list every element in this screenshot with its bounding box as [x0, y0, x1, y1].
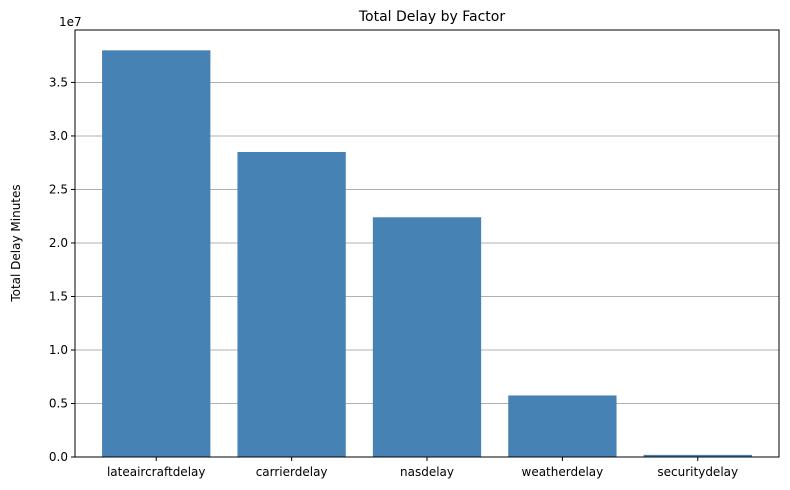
y-tick-label: 2.5 — [49, 182, 68, 196]
y-tick-label: 0.0 — [49, 450, 68, 464]
x-tick-label: securitydelay — [657, 465, 738, 479]
y-tick-label: 2.0 — [49, 236, 68, 250]
bar-carrierdelay — [237, 152, 346, 457]
x-tick-label: nasdelay — [400, 465, 454, 479]
bars — [102, 50, 752, 457]
x-tick-label: carrierdelay — [256, 465, 328, 479]
x-tick-label: lateaircraftdelay — [107, 465, 206, 479]
bar-nasdelay — [372, 217, 482, 457]
y-tick-label: 1.0 — [49, 343, 68, 357]
bar-securitydelay — [643, 454, 752, 457]
y-tick-label: 3.0 — [49, 129, 68, 143]
y-tick-label: 1.5 — [49, 289, 68, 303]
y-axis-offset-text: 1e7 — [59, 15, 82, 29]
bar-lateaircraftdelay — [102, 50, 211, 457]
y-ticks: 0.0 0.5 1.0 1.5 2.0 2.5 3.0 3.5 — [49, 75, 75, 464]
chart-title: Total Delay by Factor — [358, 9, 505, 25]
y-tick-label: 3.5 — [49, 75, 68, 89]
bar-weatherdelay — [508, 395, 617, 457]
y-axis-label: Total Delay Minutes — [9, 184, 23, 302]
x-ticks: lateaircraftdelay carrierdelay nasdelay wea… — [107, 457, 738, 479]
x-tick-label: weatherdelay — [522, 465, 604, 479]
y-tick-label: 0.5 — [49, 396, 68, 410]
